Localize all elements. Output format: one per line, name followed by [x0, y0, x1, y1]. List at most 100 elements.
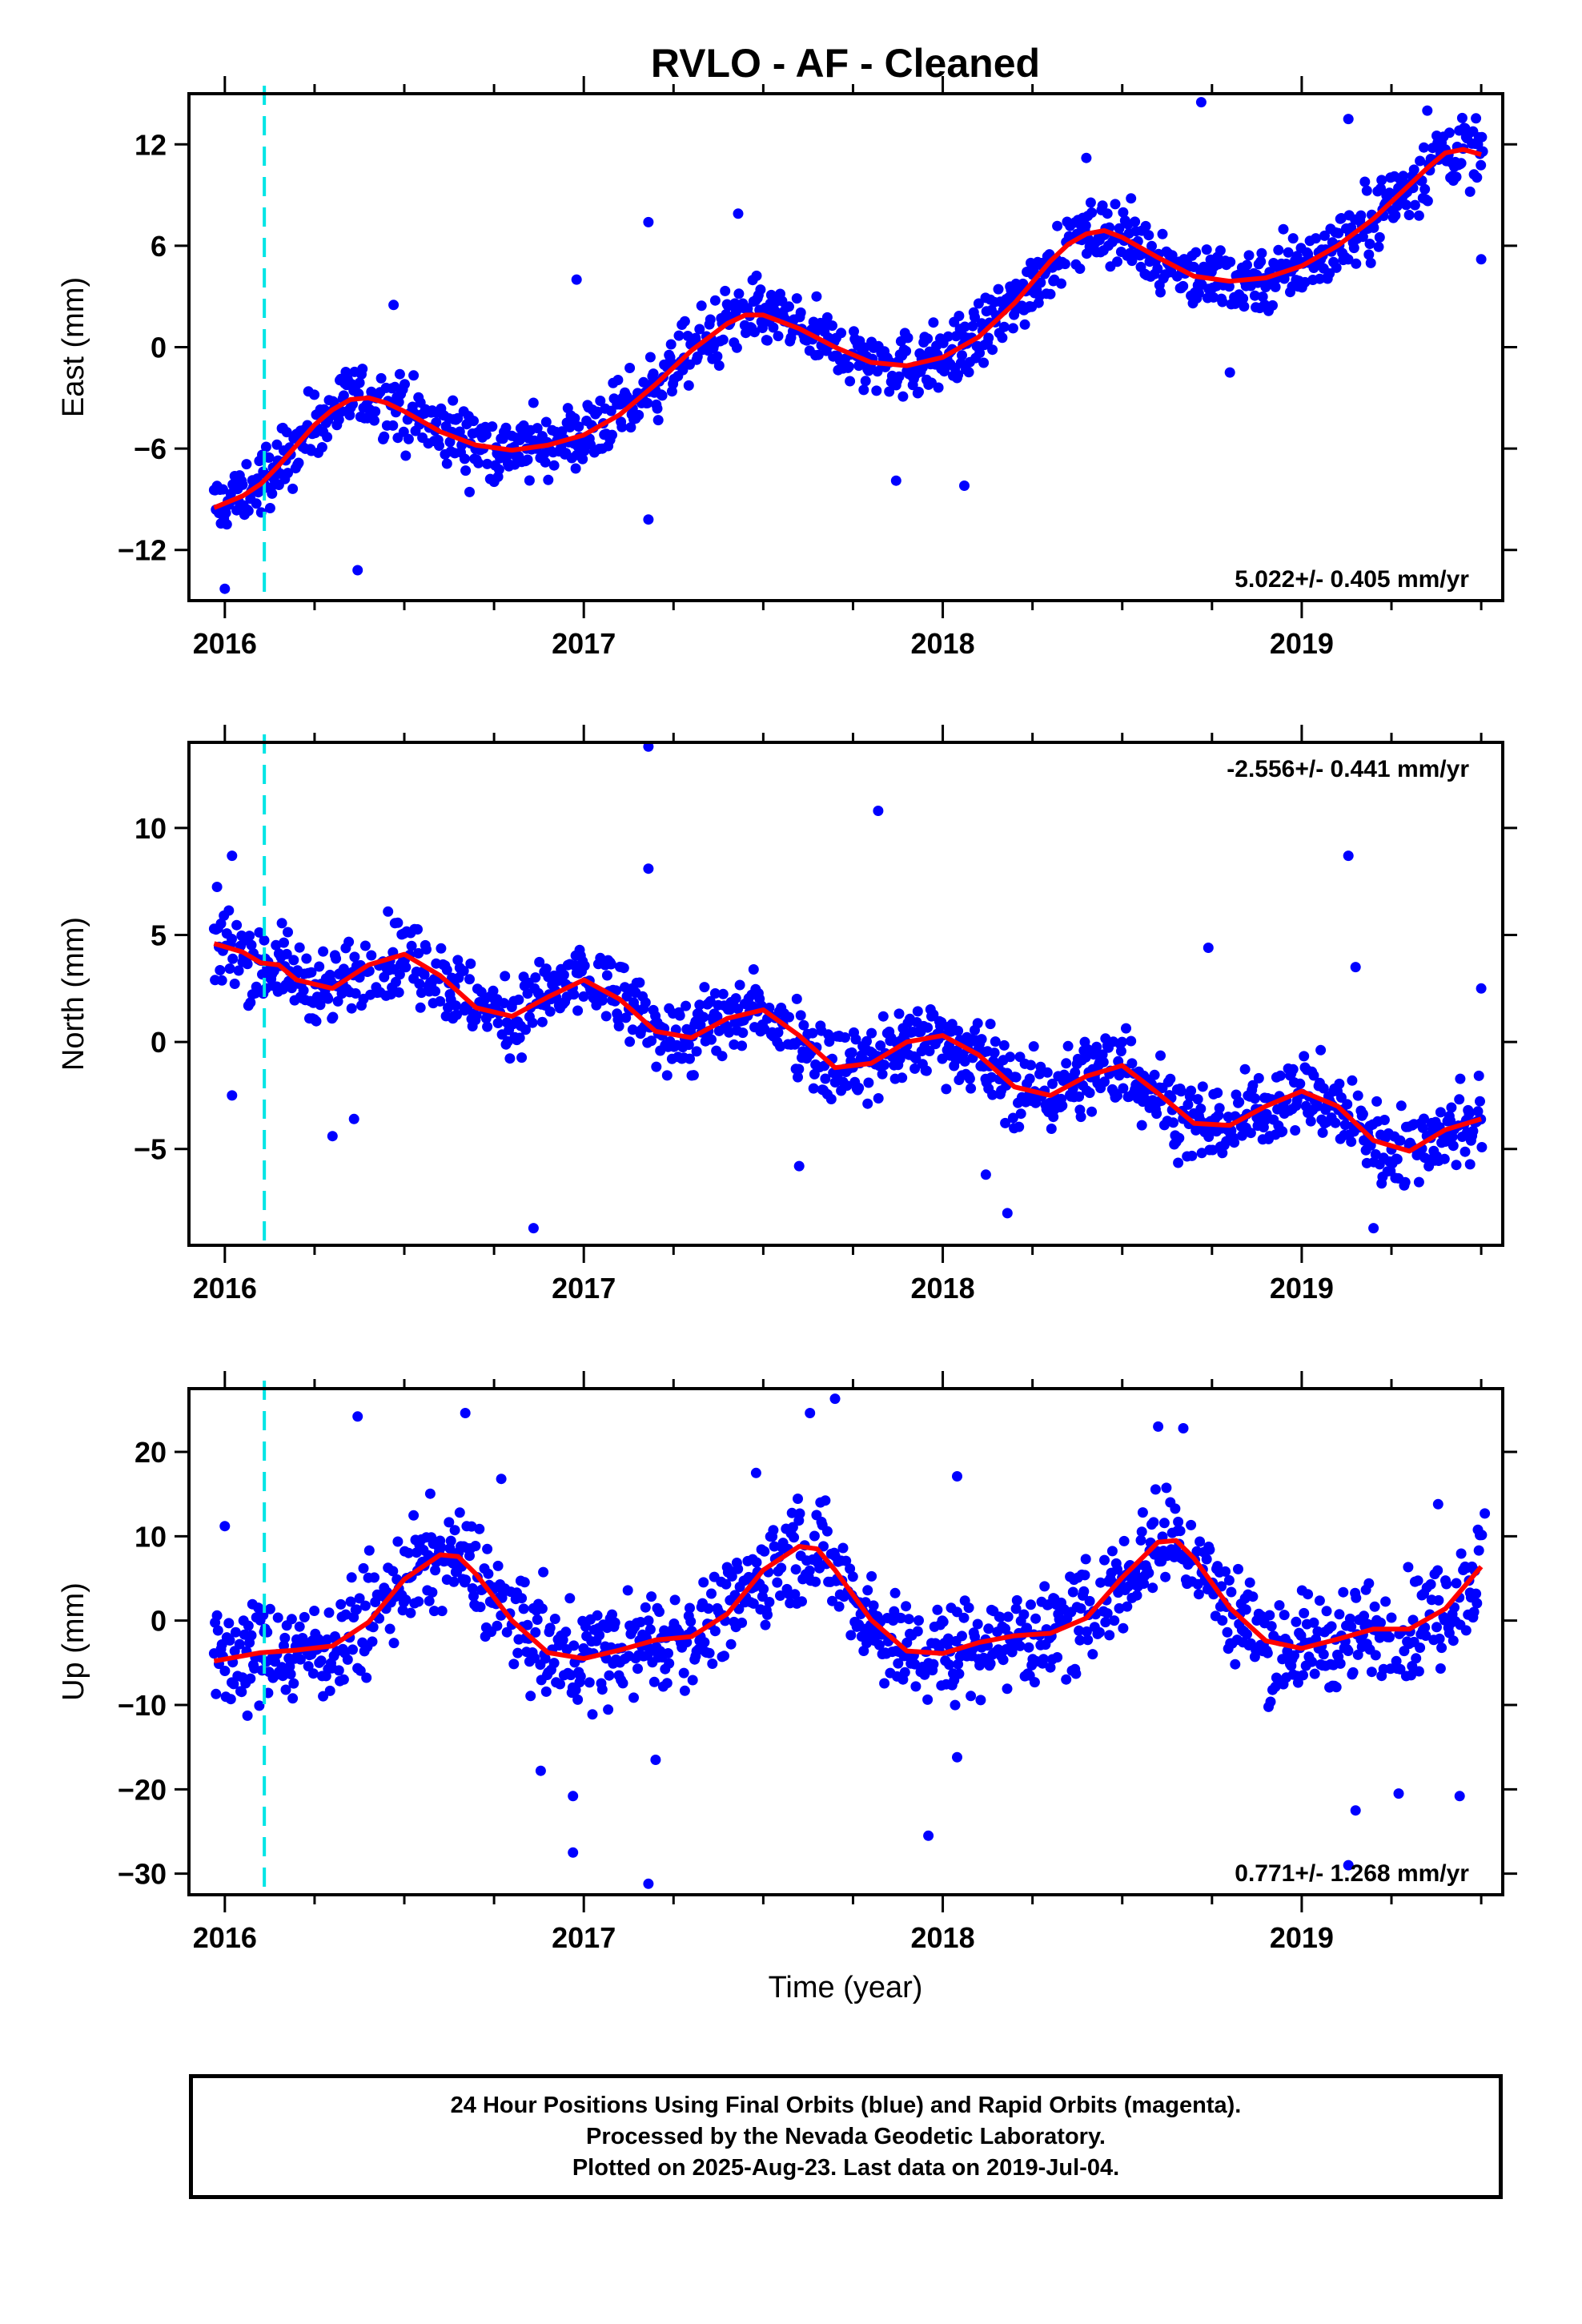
- east-point: [1215, 245, 1226, 256]
- east-point: [1086, 207, 1098, 218]
- north-point: [941, 1084, 952, 1095]
- north-point: [1299, 1051, 1310, 1062]
- up-outlier-point: [1454, 1791, 1465, 1802]
- up-point: [841, 1555, 852, 1566]
- up-point: [1292, 1677, 1303, 1688]
- east-point: [1346, 222, 1357, 233]
- up-y-tick-label: −20: [118, 1773, 167, 1806]
- up-point: [285, 1669, 296, 1679]
- north-point: [393, 987, 404, 998]
- east-point: [434, 440, 444, 451]
- north-point: [1035, 1061, 1046, 1072]
- up-point: [1099, 1554, 1110, 1566]
- north-point: [1253, 1072, 1264, 1084]
- up-point: [280, 1684, 291, 1695]
- east-point: [1373, 241, 1384, 252]
- east-point: [751, 270, 762, 281]
- east-point: [444, 436, 456, 448]
- up-point: [1109, 1615, 1120, 1626]
- east-point: [652, 403, 663, 414]
- up-outlier-point: [805, 1408, 816, 1418]
- up-point: [873, 1639, 885, 1651]
- east-point: [607, 429, 617, 440]
- north-point: [488, 985, 499, 996]
- up-point: [1271, 1672, 1282, 1683]
- east-point: [827, 320, 837, 332]
- up-point: [1002, 1611, 1014, 1622]
- north-point: [729, 1039, 740, 1050]
- up-point: [1067, 1586, 1078, 1598]
- up-point: [1118, 1622, 1129, 1634]
- north-point: [661, 1070, 673, 1081]
- up-point: [530, 1626, 541, 1638]
- up-point: [564, 1593, 576, 1604]
- up-point: [1279, 1610, 1290, 1621]
- north-point: [1446, 1102, 1457, 1113]
- north-point: [513, 994, 524, 1005]
- north-point: [544, 1006, 556, 1017]
- north-point: [1318, 1083, 1329, 1094]
- up-point: [1022, 1622, 1033, 1634]
- north-point: [1335, 1092, 1347, 1103]
- north-point: [879, 1059, 890, 1071]
- up-point: [1351, 1592, 1362, 1603]
- up-point: [951, 1606, 962, 1618]
- north-point: [306, 967, 317, 978]
- east-point: [1085, 197, 1096, 208]
- east-point: [448, 395, 459, 406]
- north-point: [712, 1011, 723, 1022]
- up-point: [338, 1674, 349, 1685]
- east-point: [1375, 183, 1386, 194]
- up-point: [1230, 1659, 1241, 1670]
- up-point: [975, 1695, 986, 1706]
- up-point: [1441, 1578, 1452, 1590]
- east-point: [220, 508, 231, 518]
- up-point: [474, 1523, 485, 1534]
- up-point: [678, 1667, 689, 1679]
- north-point: [244, 931, 255, 942]
- up-x-tick-label: 2019: [1270, 1921, 1334, 1954]
- up-point: [424, 1488, 436, 1499]
- east-point: [1472, 172, 1483, 183]
- east-point: [1398, 171, 1409, 182]
- up-point: [776, 1562, 787, 1574]
- east-point: [1059, 259, 1070, 270]
- up-point: [1075, 1603, 1086, 1614]
- up-point: [1081, 1626, 1092, 1637]
- up-point: [1352, 1649, 1363, 1660]
- up-point: [654, 1606, 665, 1618]
- north-point: [350, 988, 361, 999]
- east-point: [338, 390, 349, 401]
- north-point: [216, 975, 227, 986]
- east-point: [548, 460, 560, 471]
- east-point: [241, 459, 252, 470]
- up-point: [775, 1590, 785, 1601]
- north-point: [413, 947, 424, 959]
- up-point: [1217, 1615, 1228, 1626]
- north-point: [1126, 1058, 1138, 1069]
- east-point: [393, 396, 404, 408]
- up-point: [518, 1603, 529, 1614]
- east-point: [1035, 277, 1046, 288]
- up-point: [764, 1597, 775, 1607]
- up-point: [549, 1614, 560, 1624]
- east-point: [524, 475, 535, 486]
- north-point: [246, 939, 257, 951]
- east-point: [1409, 199, 1420, 211]
- up-outlier-point: [1153, 1421, 1164, 1432]
- east-point: [795, 307, 806, 318]
- up-point: [804, 1565, 815, 1576]
- north-point: [332, 995, 343, 1007]
- up-point: [1052, 1652, 1063, 1663]
- north-point: [924, 1046, 935, 1056]
- north-outlier-point: [1476, 983, 1487, 994]
- up-point: [1413, 1666, 1424, 1677]
- up-point: [706, 1588, 717, 1599]
- east-point: [957, 350, 967, 361]
- north-point: [1000, 1117, 1011, 1128]
- up-point: [1244, 1577, 1255, 1588]
- up-point: [687, 1675, 698, 1686]
- up-point: [335, 1598, 347, 1610]
- up-point: [568, 1640, 580, 1651]
- north-point: [435, 995, 446, 1007]
